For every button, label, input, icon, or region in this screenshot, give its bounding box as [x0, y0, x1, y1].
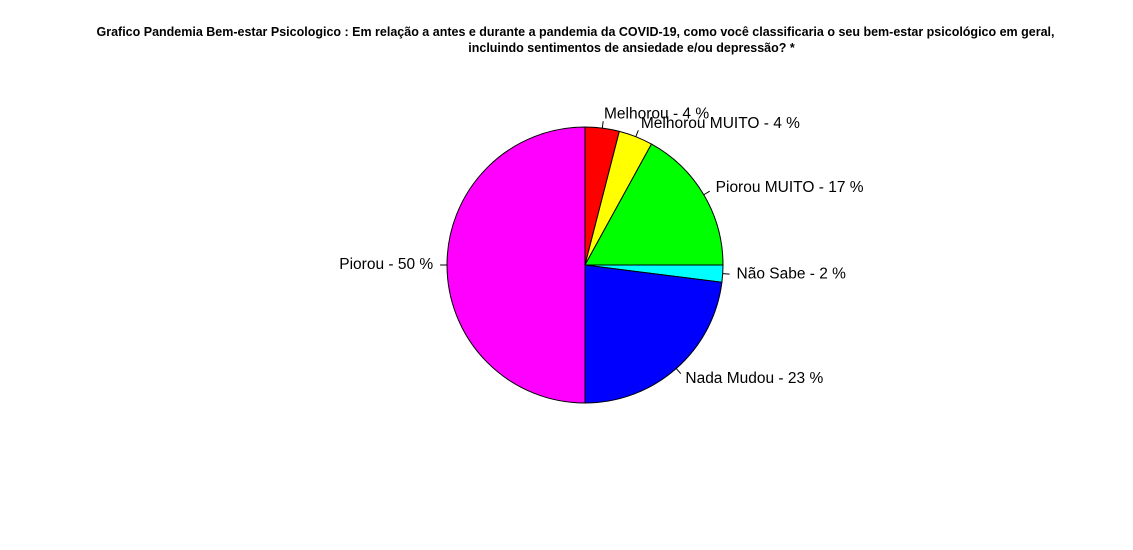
pie-label-melhorou: Melhorou - 4 % [604, 105, 709, 122]
chart-title-line-2: incluindo sentimentos de ansiedade e/ou … [468, 41, 795, 55]
pie-label-piorou: Piorou - 50 % [339, 256, 433, 273]
chart-title-line-1: Grafico Pandemia Bem-estar Psicologico :… [96, 25, 1055, 39]
pie-label-piorou-muito: Piorou MUITO - 17 % [716, 179, 864, 196]
pie-label-tick-piorou-muito [703, 190, 710, 196]
pie-slices [446, 126, 724, 404]
pie-labels: Melhorou - 4 %Melhorou MUITO - 4 % Piorou… [339, 105, 863, 386]
pie-label-tick-melhorou [601, 121, 604, 129]
pie-slice-piorou [446, 126, 586, 404]
pie-label-nada-mudou: Nada Mudou - 23 % [685, 370, 823, 387]
pie-slice-nada-mudou [584, 264, 723, 404]
chart-title: Grafico Pandemia Bem-estar Psicologico :… [0, 24, 1133, 56]
pie-label-melhorou-muito: Melhorou MUITO - 4 % [641, 115, 800, 132]
pie-label-tick-melhorou-muito [635, 130, 639, 137]
pie-label-tick-nada-mudou [675, 368, 682, 375]
pie-label-nao-sabe: Não Sabe - 2 % [737, 266, 847, 283]
